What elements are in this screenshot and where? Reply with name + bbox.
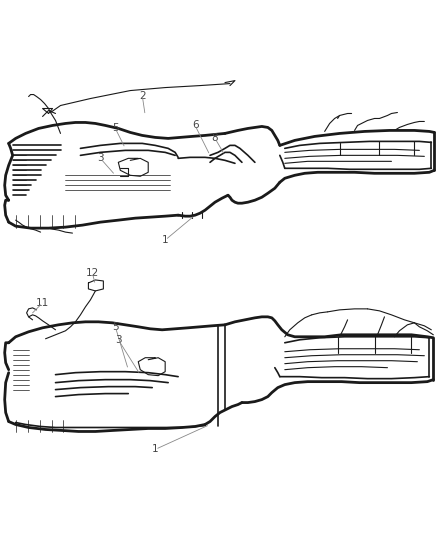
Text: 8: 8: [212, 133, 218, 143]
Text: 12: 12: [86, 268, 99, 278]
Text: 2: 2: [139, 91, 145, 101]
Text: 3: 3: [115, 335, 122, 345]
Text: 5: 5: [112, 124, 119, 133]
Text: 11: 11: [36, 298, 49, 308]
Text: 5: 5: [112, 322, 119, 332]
Text: 1: 1: [162, 235, 169, 245]
Text: 3: 3: [97, 154, 104, 163]
Text: 1: 1: [152, 445, 159, 455]
Text: 6: 6: [192, 120, 198, 131]
